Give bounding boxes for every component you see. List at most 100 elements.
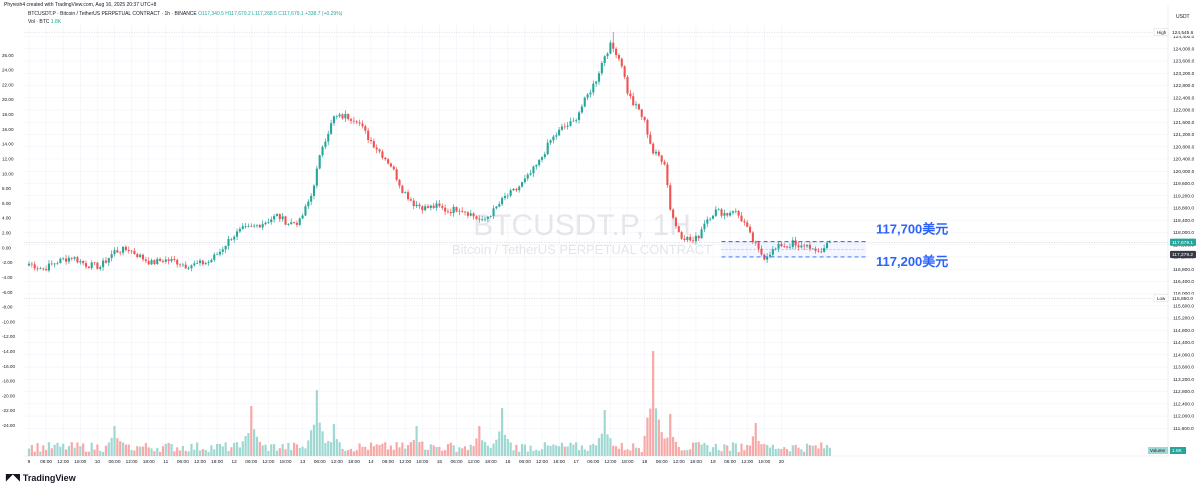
candle-body (236, 231, 239, 237)
candle (746, 219, 749, 228)
percent-tick-label: 8.00 (2, 186, 11, 191)
volume-bar (751, 436, 754, 456)
candle (330, 119, 333, 136)
time-tick-label: 11 (163, 459, 168, 465)
candle (33, 261, 36, 271)
volume-bar (378, 444, 381, 456)
volume-bar (398, 447, 401, 456)
volume-bar (774, 448, 777, 456)
volume-bar (703, 442, 706, 456)
time-tick-label: 13 (300, 459, 306, 465)
candle (227, 235, 230, 250)
time-tick-label: 18:00 (211, 459, 223, 465)
candle (387, 157, 390, 165)
candle (107, 257, 110, 266)
candle-body (253, 225, 256, 227)
volume-bar (797, 447, 800, 456)
price-axis[interactable]: USDT 111,600.0 112,000.0 112,400.0 112,800.0… (1173, 14, 1195, 432)
volume-bar (36, 443, 39, 456)
candle-body (216, 254, 219, 256)
price-tick-label: 120,800.0 (1173, 144, 1195, 150)
candle-body (774, 248, 777, 250)
candle-body (184, 264, 187, 269)
candle-body (714, 209, 717, 216)
volume-bar (196, 442, 199, 456)
candle (609, 40, 612, 55)
volume-bar (560, 442, 564, 456)
time-tick-label: 18:00 (553, 459, 565, 465)
candle-body (364, 126, 367, 131)
high-price-tag-bg (1170, 28, 1196, 36)
symbol-title[interactable]: BTCUSDT.P · Bitcoin / TetherUS PERPETUAL… (28, 11, 197, 17)
time-axis[interactable]: 9 06:00 12:00 18:00 10 06:00 12:00 18:00 11 06:00… (28, 459, 785, 465)
volume-bar (344, 450, 347, 456)
volume-bar (42, 445, 45, 456)
volume-bar (82, 443, 85, 456)
volume-bar (173, 451, 176, 456)
candle-body (560, 126, 563, 130)
candle-body (575, 119, 578, 121)
volume-bar (575, 442, 578, 456)
volume-bar (449, 442, 452, 456)
volume-bar (364, 446, 367, 456)
volume-bar (53, 444, 56, 456)
candle (122, 246, 125, 256)
candle-body (777, 243, 780, 249)
volume-bar (461, 448, 464, 456)
candle-body (475, 216, 478, 219)
candle-body (711, 215, 715, 219)
candle-body (59, 258, 62, 263)
candle (589, 89, 592, 98)
candle-body (241, 226, 244, 229)
low-tag: Low (1157, 296, 1166, 301)
time-tick-label: 06:00 (40, 459, 52, 465)
candle (469, 209, 472, 217)
volume-bar (637, 448, 640, 456)
candle (575, 118, 578, 124)
volume-bar (629, 450, 632, 456)
candle (409, 197, 412, 202)
volume-bar (99, 450, 102, 456)
time-tick-label: 12:00 (331, 459, 343, 465)
volume-bar (780, 448, 783, 456)
time-tick-label: 18:00 (485, 459, 497, 465)
candle-body (521, 182, 524, 187)
candle-body (444, 207, 447, 212)
volume-bar (270, 444, 273, 456)
candle-body (700, 229, 703, 239)
price-tick-label: 118,000.0 (1173, 230, 1194, 236)
candle-body (646, 120, 649, 135)
volume-bar (193, 449, 196, 456)
candle-body (315, 168, 318, 186)
candle-body (375, 147, 378, 150)
candle (626, 75, 629, 96)
volume-bar (515, 444, 518, 456)
candle-body (743, 221, 746, 223)
candle-body (583, 97, 586, 107)
volume-legend-label[interactable]: Vol · BTC (28, 19, 50, 25)
price-tick-label: 120,000.0 (1173, 169, 1195, 175)
volume-bar (446, 444, 450, 456)
tradingview-logo[interactable]: ◤◥ TradingView (6, 472, 76, 483)
candle (184, 261, 187, 270)
volume-bar (820, 442, 823, 456)
volume-bar (147, 447, 150, 456)
volume-bar (766, 444, 769, 456)
candle (312, 184, 316, 200)
candle (426, 204, 430, 209)
candle-body (201, 260, 204, 265)
candle-body (47, 263, 50, 271)
volume-bar (786, 449, 789, 456)
candle (720, 207, 723, 218)
candle-body (461, 210, 464, 212)
volume-bar (483, 441, 487, 456)
candle-body (415, 204, 418, 207)
time-tick-label: 18:00 (690, 459, 702, 465)
candle (284, 215, 287, 226)
candle-body (116, 250, 119, 253)
candle-body (746, 222, 749, 227)
candle-body (367, 130, 370, 140)
volume-bar (418, 442, 421, 456)
volume-bar (156, 447, 159, 456)
